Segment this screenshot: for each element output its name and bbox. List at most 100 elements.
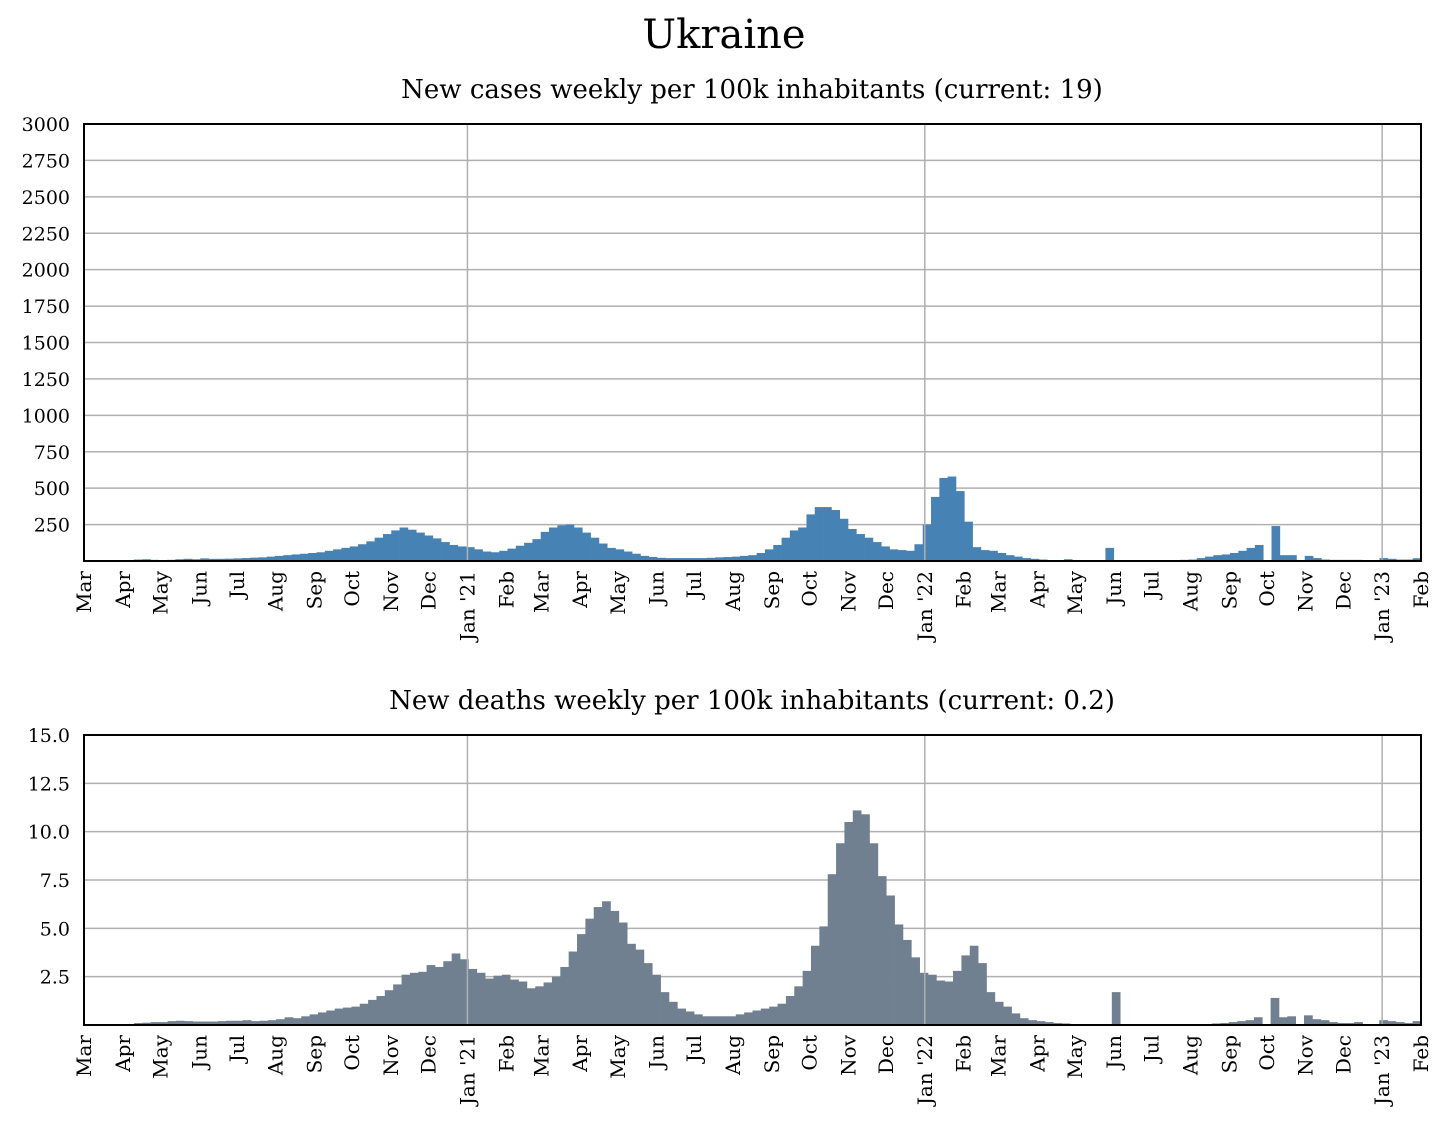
cases-bar — [524, 542, 533, 561]
cases-bar — [333, 549, 342, 561]
x-tick-label: Mar — [529, 571, 553, 613]
deaths-bars — [117, 735, 1422, 1025]
x-tick-label: Jul — [225, 571, 249, 600]
x-tick-label: Apr — [1026, 1035, 1050, 1073]
cases-bar — [698, 558, 708, 561]
deaths-chart-title: New deaths weekly per 100k inhabitants (… — [389, 686, 1115, 716]
cases-bar — [399, 527, 409, 561]
deaths-bar — [409, 972, 419, 1025]
y-tick-label: 1750 — [22, 296, 70, 318]
deaths-bar — [685, 1011, 695, 1025]
deaths-bar — [1003, 1006, 1012, 1025]
deaths-bar — [1028, 1020, 1037, 1025]
deaths-bar — [877, 876, 887, 1025]
deaths-grid — [84, 734, 1421, 978]
deaths-bar — [986, 992, 996, 1025]
cases-bar — [806, 514, 816, 561]
y-tick-label: 2.5 — [40, 967, 70, 989]
cases-bar — [823, 507, 832, 561]
deaths-bar — [769, 1006, 778, 1025]
deaths-bar — [384, 990, 394, 1025]
deaths-bar — [927, 974, 937, 1025]
x-tick-label: Oct — [1255, 1035, 1279, 1071]
cases-bar — [723, 557, 733, 561]
deaths-bar — [434, 967, 444, 1025]
y-tick-label: 2000 — [22, 260, 70, 282]
deaths-bar — [1228, 1022, 1238, 1025]
cases-bar — [299, 553, 309, 561]
cases-bar — [1254, 544, 1264, 561]
cases-bar — [432, 538, 442, 561]
deaths-bar — [585, 918, 595, 1025]
cases-bar — [1205, 556, 1214, 561]
cases-y-axis: 250 500 750 1000 1250 1500 1750 2000 2250 2500 275… — [22, 114, 70, 537]
cases-bar — [715, 557, 724, 561]
x-tick-label: Jan '23 — [1370, 571, 1394, 643]
x-tick-label: Sep — [303, 571, 327, 609]
deaths-bar — [309, 1014, 319, 1025]
x-tick-label: Nov — [836, 1034, 860, 1076]
deaths-bar — [535, 986, 544, 1025]
cases-bar — [897, 550, 907, 561]
cases-bar — [349, 546, 359, 561]
cases-bar — [914, 544, 924, 561]
deaths-bar — [719, 1016, 728, 1025]
x-tick-label: Apr — [111, 1035, 135, 1073]
deaths-bar — [159, 1022, 168, 1025]
cases-bar — [490, 552, 500, 561]
deaths-bar — [418, 971, 427, 1025]
deaths-bar — [568, 951, 578, 1025]
cases-bar — [1304, 555, 1314, 561]
deaths-bar — [234, 1020, 244, 1025]
deaths-bar — [401, 974, 411, 1025]
x-tick-label: May — [148, 1034, 172, 1078]
deaths-bar — [543, 982, 553, 1025]
deaths-bar — [526, 988, 536, 1025]
deaths-bar — [577, 934, 586, 1025]
deaths-bar — [886, 895, 895, 1025]
x-tick-label: Mar — [72, 571, 96, 613]
cases-panel: New cases weekly per 100k inhabitants (c… — [22, 75, 1433, 643]
cases-bar — [964, 521, 973, 561]
deaths-bar — [150, 1022, 160, 1025]
cases-bar — [1271, 526, 1281, 561]
cases-bar — [407, 529, 417, 561]
x-tick-label: Dec — [1331, 1035, 1355, 1074]
deaths-bar — [1354, 1022, 1363, 1025]
deaths-bar — [810, 945, 820, 1025]
x-tick-label: Sep — [1217, 1035, 1241, 1073]
cases-bar — [200, 558, 209, 561]
cases-bar — [1412, 558, 1422, 561]
deaths-bar — [226, 1020, 235, 1025]
x-tick-label: May — [1063, 1034, 1087, 1078]
cases-bar — [466, 547, 475, 561]
x-tick-label: Aug — [264, 1035, 288, 1076]
cases-bar — [1221, 554, 1231, 561]
cases-bar — [225, 558, 234, 561]
deaths-bar — [1312, 1019, 1322, 1025]
cases-bar — [233, 558, 243, 561]
cases-bar — [324, 550, 334, 561]
deaths-bar — [510, 979, 519, 1025]
cases-bar — [872, 542, 882, 561]
cases-bar — [358, 544, 367, 561]
cases-bar — [740, 555, 749, 561]
x-tick-label: Jun — [187, 1035, 211, 1071]
deaths-bar — [710, 1016, 720, 1025]
x-tick-label: Jan '23 — [1370, 1035, 1394, 1107]
x-tick-label: Nov — [379, 1034, 403, 1076]
cases-bar — [1246, 547, 1256, 561]
deaths-bar — [209, 1021, 219, 1025]
cases-bar — [798, 527, 807, 561]
deaths-bar — [936, 980, 946, 1025]
cases-bar — [1213, 555, 1223, 561]
deaths-bar — [852, 810, 862, 1025]
cases-bar — [1279, 555, 1289, 561]
x-tick-label: Jun — [1102, 571, 1126, 607]
deaths-bar — [501, 974, 511, 1025]
x-tick-label: Jul — [1140, 1035, 1164, 1064]
cases-bar — [540, 531, 550, 561]
deaths-bar — [593, 907, 603, 1025]
deaths-bar — [1278, 1017, 1288, 1025]
deaths-bar — [200, 1021, 210, 1025]
